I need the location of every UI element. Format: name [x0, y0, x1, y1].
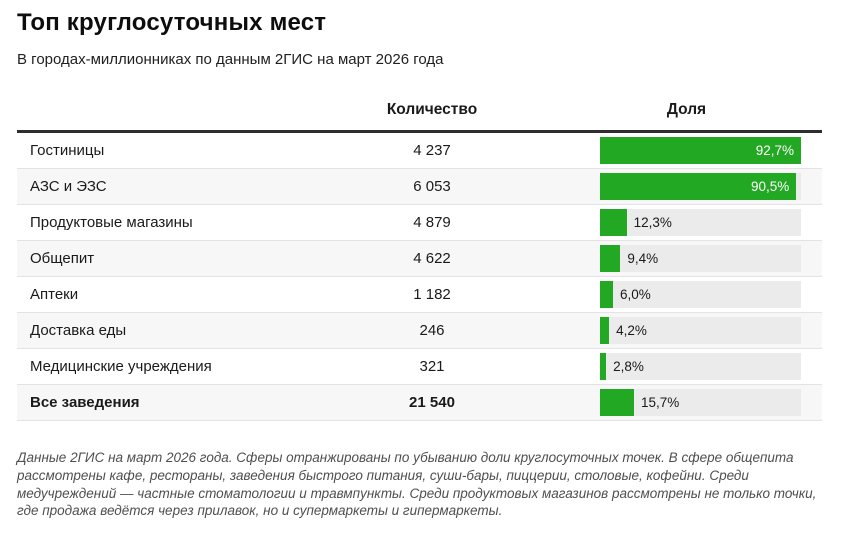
row-label: Общепит [30, 250, 95, 267]
share-bar-track: 6,0% [600, 281, 801, 308]
table-row: Гостиницы 4 237 92,7% [17, 133, 822, 168]
row-count: 4 622 [413, 250, 451, 267]
share-bar-fill: 90,5% [600, 173, 797, 200]
page-subtitle: В городах-миллионниках по данным 2ГИС на… [17, 51, 444, 68]
table-row: Доставка еды 246 4,2% [17, 312, 822, 348]
table-row: Аптеки 1 182 6,0% [17, 276, 822, 312]
share-value: 6,0% [620, 287, 651, 302]
share-value: 9,4% [627, 251, 659, 266]
row-label: Аптеки [30, 286, 79, 303]
row-label: Доставка еды [30, 322, 127, 339]
share-value: 12,3% [633, 215, 672, 230]
table-header-row: Количество Доля [17, 90, 822, 133]
page-title: Топ круглосуточных мест [17, 9, 327, 36]
row-count: 1 182 [413, 286, 451, 303]
row-label: Медицинские учреждения [30, 358, 212, 375]
share-table: Количество Доля Гостиницы 4 237 92,7% АЗ… [17, 90, 822, 421]
share-bar-fill [600, 209, 627, 236]
row-count: 321 [419, 358, 445, 375]
share-bar-track: 90,5% [600, 173, 801, 200]
share-bar-fill: 92,7% [600, 137, 801, 164]
share-bar-track: 4,2% [600, 317, 801, 344]
row-count: 4 879 [413, 214, 451, 231]
row-count: 4 237 [413, 142, 451, 159]
row-label: Все заведения [30, 394, 140, 411]
share-value: 15,7% [641, 395, 680, 410]
table-row: Продуктовые магазины 4 879 12,3% [17, 204, 822, 240]
share-value: 4,2% [616, 323, 647, 338]
share-bar-fill [600, 245, 621, 272]
share-bar-fill [600, 353, 607, 380]
row-count: 6 053 [413, 178, 451, 195]
infographic-page: Топ круглосуточных мест В городах-миллио… [17, 9, 822, 519]
share-value: 90,5% [750, 179, 790, 194]
table-row: АЗС и ЭЗС 6 053 90,5% [17, 168, 822, 204]
footnote: Данные 2ГИС на март 2026 года. Сферы отр… [17, 450, 817, 519]
share-bar-track: 92,7% [600, 137, 801, 164]
table-body: Гостиницы 4 237 92,7% АЗС и ЭЗС 6 053 90… [17, 133, 822, 421]
row-label: АЗС и ЭЗС [30, 178, 107, 195]
share-bar-fill [600, 389, 635, 416]
row-label: Продуктовые магазины [30, 214, 193, 231]
share-bar-fill [600, 281, 613, 308]
column-header-share: Доля [666, 101, 707, 118]
share-bar-track: 15,7% [600, 389, 801, 416]
row-label: Гостиницы [30, 142, 105, 159]
table-row: Общепит 4 622 9,4% [17, 240, 822, 276]
row-count: 21 540 [409, 394, 455, 411]
share-value: 92,7% [755, 143, 794, 158]
row-count: 246 [419, 322, 445, 339]
share-bar-track: 2,8% [600, 353, 801, 380]
column-header-count: Количество [386, 101, 478, 118]
share-value: 2,8% [613, 359, 644, 374]
share-bar-track: 9,4% [600, 245, 801, 272]
share-bar-fill [600, 317, 610, 344]
table-row: Все заведения 21 540 15,7% [17, 384, 822, 420]
share-bar-track: 12,3% [600, 209, 801, 236]
table-row: Медицинские учреждения 321 2,8% [17, 348, 822, 384]
